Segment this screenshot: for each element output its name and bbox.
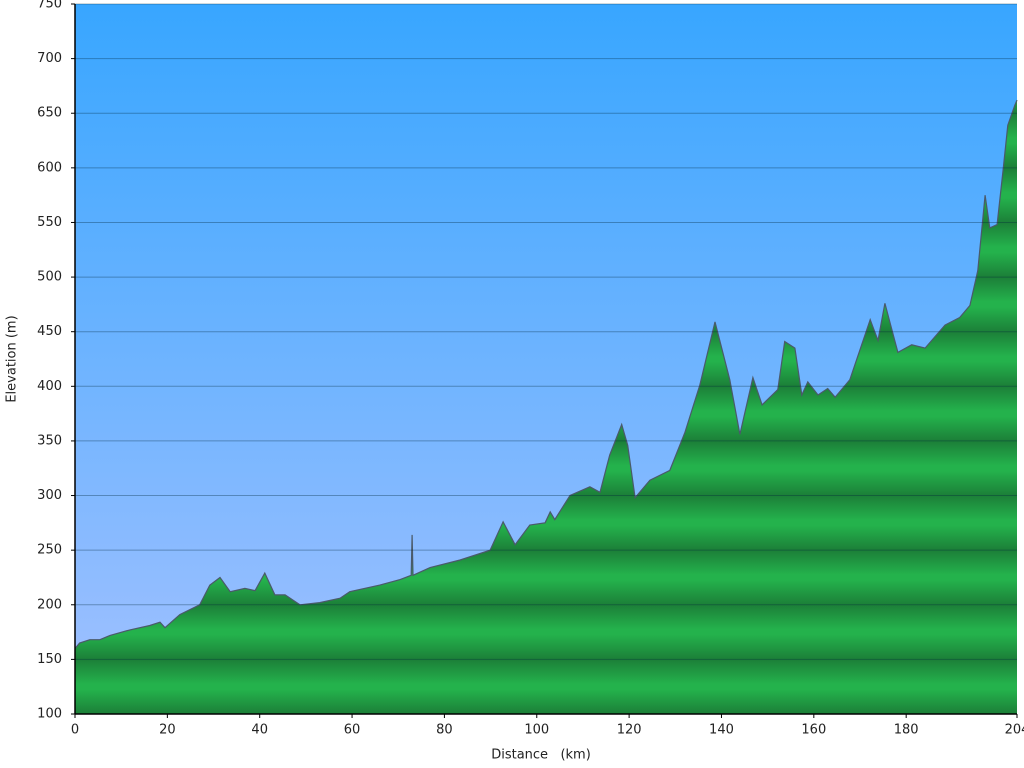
y-tick-label: 100 (37, 707, 62, 722)
y-tick-label: 650 (37, 106, 62, 121)
y-tick-label: 200 (37, 597, 62, 612)
y-tick-label: 600 (37, 160, 62, 175)
x-axis-label: Distance (km) (491, 748, 591, 763)
x-tick-label: 160 (801, 723, 826, 738)
y-tick-label: 300 (37, 488, 62, 503)
x-tick-label: 180 (894, 723, 919, 738)
x-tick-label: 20 (159, 723, 176, 738)
x-tick-label: 80 (436, 723, 453, 738)
x-tick-label: 60 (344, 723, 361, 738)
x-tick-label: 40 (251, 723, 268, 738)
y-tick-label: 250 (37, 543, 62, 558)
y-tick-label: 500 (37, 270, 62, 285)
y-tick-label: 550 (37, 215, 62, 230)
y-tick-label: 750 (37, 0, 62, 12)
x-tick-label: 120 (617, 723, 642, 738)
y-tick-label: 450 (37, 324, 62, 339)
y-tick-label: 150 (37, 652, 62, 667)
x-tick-label: 100 (524, 723, 549, 738)
elevation-area (75, 100, 1017, 715)
y-tick-label: 700 (37, 51, 62, 66)
x-tick-label: 204 (1005, 723, 1024, 738)
x-tick-label: 140 (709, 723, 734, 738)
x-tick-label: 0 (71, 723, 79, 738)
y-axis-label: Elevation (m) (5, 315, 20, 402)
y-tick-label: 350 (37, 433, 62, 448)
elevation-line (74, 99, 1018, 649)
y-tick-label: 400 (37, 379, 62, 394)
